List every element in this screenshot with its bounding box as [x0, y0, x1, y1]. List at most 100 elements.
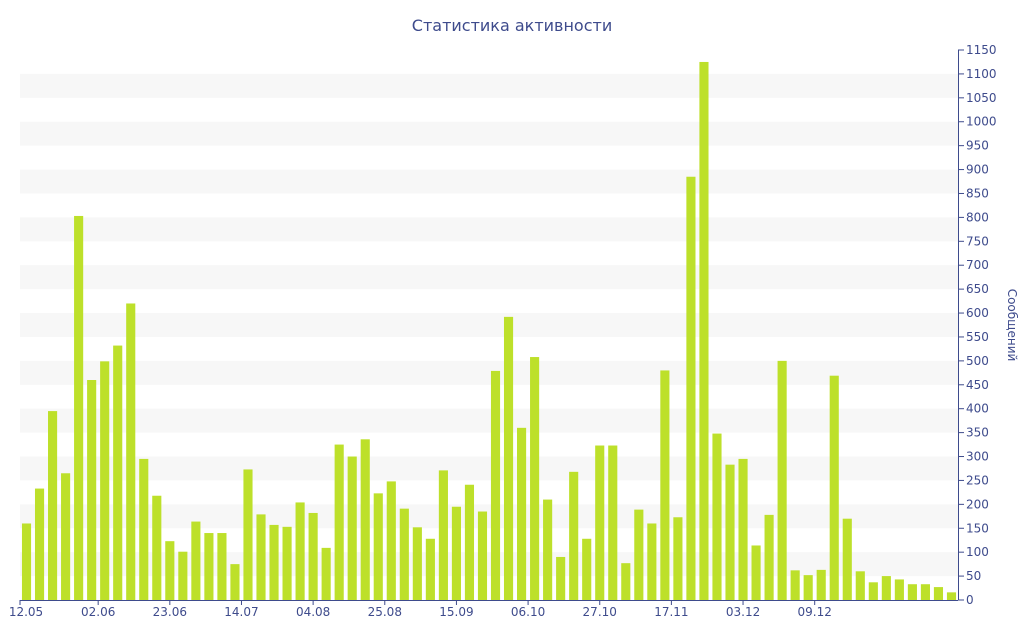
- x-tick-label: 17.11: [654, 605, 688, 619]
- grid-band: [20, 313, 958, 337]
- bar: [556, 556, 566, 600]
- bar: [477, 511, 488, 600]
- x-axis-ticks: 12.05 02.06 23.06 14.07 04.08 25.08 15.09 06.10…: [9, 600, 832, 619]
- bar: [490, 370, 501, 600]
- y-tick-label: 950: [966, 139, 989, 153]
- bar: [634, 509, 644, 600]
- bar: [868, 582, 878, 600]
- grid-band: [20, 217, 958, 242]
- bar: [321, 547, 331, 600]
- bar: [946, 592, 957, 600]
- y-tick-label: 150: [966, 521, 989, 535]
- grid-band: [20, 73, 958, 98]
- x-tick-label: 14.07: [224, 605, 258, 619]
- bar: [204, 533, 214, 600]
- bar: [48, 411, 58, 600]
- bar: [373, 493, 383, 600]
- bar: [451, 506, 461, 600]
- x-tick-label: 23.06: [153, 605, 187, 619]
- bar: [738, 458, 748, 600]
- bar: [34, 488, 45, 600]
- bar: [829, 375, 839, 600]
- bar: [660, 370, 670, 600]
- bar: [21, 523, 32, 600]
- bar: [777, 360, 787, 600]
- bar: [113, 345, 123, 600]
- y-tick-label: 350: [966, 426, 989, 440]
- bar: [139, 458, 149, 600]
- bar: [74, 215, 84, 600]
- chart-title: Статистика активности: [412, 16, 612, 35]
- x-tick-label: 25.08: [368, 605, 402, 619]
- bar: [178, 551, 188, 600]
- y-axis-ticks: 0 50 100 150 200 250 300 350 400 450 500 550 600 650 7…: [958, 43, 997, 607]
- bar: [673, 517, 683, 600]
- x-tick-label: 04.08: [296, 605, 330, 619]
- bar: [386, 481, 396, 600]
- bar: [686, 176, 696, 600]
- bar: [569, 471, 579, 600]
- bar: [842, 518, 852, 600]
- bar: [933, 587, 944, 600]
- bar: [608, 445, 618, 600]
- bar: [165, 541, 175, 600]
- bar: [803, 575, 813, 600]
- y-tick-label: 800: [966, 210, 989, 224]
- y-tick-label: 100: [966, 545, 989, 559]
- bar: [543, 499, 553, 600]
- x-tick-label: 06.10: [511, 605, 545, 619]
- y-tick-label: 200: [966, 497, 989, 511]
- bar: [126, 303, 136, 600]
- bar: [699, 61, 709, 600]
- bar: [503, 316, 514, 600]
- bar: [894, 579, 904, 600]
- bar: [425, 538, 435, 600]
- bar: [347, 456, 357, 600]
- bar: [438, 470, 448, 600]
- y-tick-label: 250: [966, 473, 989, 487]
- grid-band: [20, 360, 958, 385]
- bar: [764, 514, 774, 600]
- bar: [360, 439, 370, 600]
- y-tick-label: 1050: [966, 91, 997, 105]
- grid-bands: [20, 73, 958, 577]
- y-tick-label: 550: [966, 330, 989, 344]
- grid-band: [20, 121, 958, 146]
- y-tick-label: 600: [966, 306, 989, 320]
- grid-band: [20, 552, 958, 577]
- grid-band: [20, 265, 958, 290]
- bar: [907, 584, 917, 600]
- bar: [191, 521, 201, 600]
- bar: [881, 576, 891, 600]
- y-tick-label: 1000: [966, 115, 997, 129]
- bar: [790, 570, 800, 600]
- grid-band: [20, 169, 958, 194]
- bar: [256, 514, 266, 600]
- grid-band: [20, 504, 958, 529]
- y-tick-label: 900: [966, 163, 989, 177]
- bar: [816, 569, 826, 600]
- y-tick-label: 450: [966, 378, 989, 392]
- y-tick-label: 50: [966, 569, 981, 583]
- x-tick-label: 15.09: [439, 605, 473, 619]
- bar: [243, 469, 253, 600]
- y-tick-label: 650: [966, 282, 989, 296]
- y-tick-label: 750: [966, 234, 989, 248]
- bar: [152, 495, 162, 600]
- bar: [412, 527, 422, 600]
- y-axis-label: Сообщений: [1005, 289, 1019, 362]
- bar: [217, 533, 227, 600]
- bar: [582, 538, 592, 600]
- x-tick-label: 12.05: [9, 605, 43, 619]
- bar: [725, 464, 735, 600]
- bar: [61, 473, 71, 600]
- bar: [751, 545, 761, 600]
- y-tick-label: 1100: [966, 67, 997, 81]
- y-tick-label: 0: [966, 593, 974, 607]
- bars: [21, 61, 957, 600]
- x-tick-label: 27.10: [583, 605, 617, 619]
- y-tick-label: 850: [966, 186, 989, 200]
- y-tick-label: 400: [966, 402, 989, 416]
- bar: [647, 523, 657, 600]
- bar: [920, 584, 930, 600]
